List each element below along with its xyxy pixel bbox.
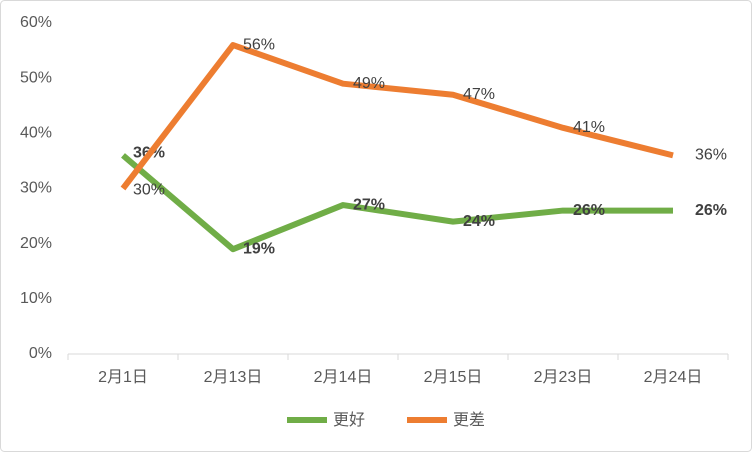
data-label: 26% [573, 202, 605, 219]
data-label: 49% [353, 75, 385, 92]
data-label: 41% [573, 119, 605, 136]
y-tick-label: 40% [20, 125, 52, 142]
x-tick-label: 2月24日 [644, 369, 703, 386]
data-label: 27% [353, 196, 385, 213]
data-label: 56% [243, 36, 275, 53]
y-tick-label: 50% [20, 69, 52, 86]
data-label: 26% [695, 202, 727, 219]
y-tick-label: 60% [20, 14, 52, 31]
x-tick-label: 2月14日 [314, 369, 373, 386]
y-tick-label: 30% [20, 180, 52, 197]
data-label: 24% [463, 213, 495, 230]
x-tick-label: 2月1日 [98, 369, 148, 386]
data-label: 47% [463, 86, 495, 103]
data-label: 36% [695, 147, 727, 164]
x-tick-label: 2月13日 [204, 369, 263, 386]
series-line [121, 153, 673, 253]
data-label: 19% [243, 240, 275, 257]
y-tick-label: 10% [20, 290, 52, 307]
series-line [120, 42, 674, 191]
x-tick-label: 2月15日 [424, 369, 483, 386]
x-tick-label: 2月23日 [534, 369, 593, 386]
y-tick-label: 0% [29, 345, 52, 362]
y-tick-label: 20% [20, 235, 52, 252]
legend-label: 更差 [453, 411, 485, 429]
legend-label: 更好 [333, 411, 365, 429]
data-label: 30% [133, 182, 165, 199]
